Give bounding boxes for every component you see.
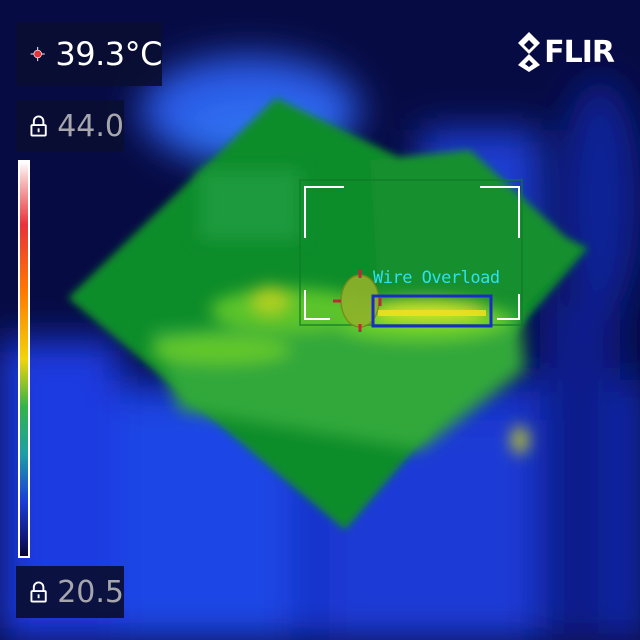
flir-logo-icon [518, 32, 541, 72]
scale-max-value: 44.0 [57, 108, 124, 144]
lock-icon [30, 581, 47, 603]
temperature-scale-bar [18, 160, 30, 558]
scale-min-panel[interactable]: 20.5 [16, 566, 124, 618]
spot-temperature: 39.3°C [55, 35, 162, 73]
crosshair-icon [30, 46, 45, 62]
brand-name: FLIR [544, 34, 615, 70]
lock-icon [30, 115, 47, 137]
flir-brand: FLIR [516, 30, 615, 74]
spot-meter-readout: 39.3°C [16, 22, 162, 86]
scale-max-panel[interactable]: 44.0 [16, 100, 124, 152]
detection-label: Wire Overload [373, 268, 500, 288]
scale-min-value: 20.5 [57, 574, 124, 610]
